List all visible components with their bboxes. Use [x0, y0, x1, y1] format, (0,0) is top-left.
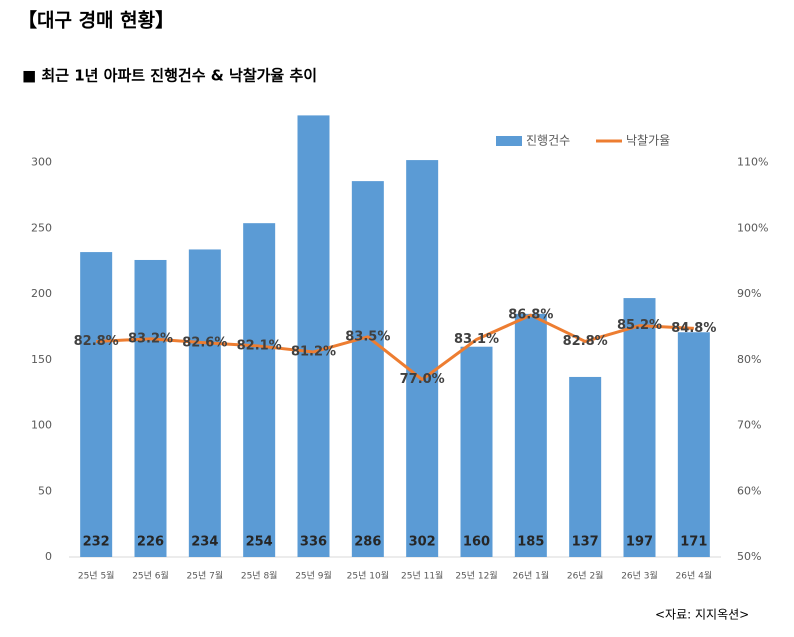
y-tick-label: 250: [31, 221, 52, 234]
legend-label: 진행건수: [526, 133, 570, 148]
bar: [351, 181, 384, 557]
x-tick-label: 25년 9월: [295, 570, 332, 582]
y2-tick-label: 50%: [737, 550, 761, 563]
header-title: 【대구 경매 현황】: [18, 9, 174, 32]
y-tick-label: 50: [38, 484, 52, 497]
x-tick-label: 25년 6월: [132, 570, 169, 582]
bar: [569, 376, 602, 557]
y-tick-label: 0: [45, 550, 52, 563]
y-tick-label: 200: [31, 287, 52, 300]
bar-value-label: 171: [680, 535, 707, 550]
bar-value-label: 137: [572, 535, 599, 550]
line-value-label: 77.0%: [400, 372, 445, 387]
x-tick-label: 26년 1월: [513, 570, 550, 582]
line-value-label: 82.6%: [182, 335, 227, 350]
bar-value-label: 254: [246, 535, 273, 550]
line-value-label: 85.2%: [617, 318, 662, 333]
legend-swatch: [496, 136, 522, 146]
bar-value-label: 160: [463, 535, 490, 550]
y-tick-label: 150: [31, 353, 52, 366]
x-tick-label: 25년 8월: [241, 570, 278, 582]
line: [96, 313, 694, 382]
line-value-label: 84.8%: [671, 321, 716, 336]
legend-label: 낙찰가율: [626, 134, 670, 148]
bar-value-label: 234: [191, 535, 218, 550]
source: <자료: 지지옥션>: [655, 608, 749, 622]
line-value-label: 81.2%: [291, 344, 336, 359]
bar: [188, 249, 221, 557]
line-value-label: 83.1%: [454, 332, 499, 347]
x-tick-label: 25년 10월: [347, 570, 389, 582]
bar: [677, 332, 710, 557]
bar-value-label: 286: [354, 535, 381, 550]
bar: [514, 313, 547, 557]
bar-value-label: 226: [137, 535, 164, 550]
x-tick-label: 25년 7월: [187, 570, 224, 582]
bar-value-label: 232: [83, 535, 110, 550]
line-value-label: 82.1%: [237, 339, 282, 354]
x-tick-label: 25년 12월: [455, 570, 497, 582]
bar: [243, 223, 276, 557]
bar-value-label: 302: [409, 535, 436, 550]
line-value-label: 86.8%: [508, 308, 553, 323]
bar: [406, 160, 439, 558]
line-value-label: 82.8%: [74, 334, 119, 349]
bar: [623, 298, 656, 557]
bar: [460, 346, 493, 557]
y-tick-label: 300: [31, 156, 52, 169]
y2-tick-label: 90%: [737, 287, 761, 300]
chart: 0 50 100 150 200 250 300 50% 60% 70% 80% 90% 100% 110…: [31, 115, 768, 582]
y2-tick-label: 70%: [737, 419, 761, 432]
y2-tick-label: 100%: [737, 221, 768, 234]
bar: [134, 259, 167, 557]
chart-title: ■ 최근 1년 아파트 진행건수 & 낙찰가율 추이: [22, 67, 317, 85]
y2-tick-label: 110%: [737, 156, 768, 169]
x-tick-label: 26년 4월: [676, 570, 713, 582]
y-tick-label: 100: [31, 419, 52, 432]
bar-value-label: 336: [300, 535, 327, 550]
x-tick-label: 25년 5월: [78, 570, 115, 582]
x-tick-label: 26년 3월: [621, 570, 658, 582]
bar: [297, 115, 330, 558]
y2-tick-label: 60%: [737, 484, 761, 497]
line-value-label: 83.2%: [128, 331, 173, 346]
bar: [80, 252, 113, 558]
x-tick-label: 26년 2월: [567, 570, 604, 582]
bar-value-label: 197: [626, 535, 653, 550]
line-value-label: 82.8%: [563, 334, 608, 349]
bar-value-label: 185: [517, 535, 544, 550]
y2-tick-label: 80%: [737, 353, 761, 366]
line-value-label: 83.5%: [345, 329, 390, 344]
x-tick-label: 25년 11월: [401, 570, 443, 582]
